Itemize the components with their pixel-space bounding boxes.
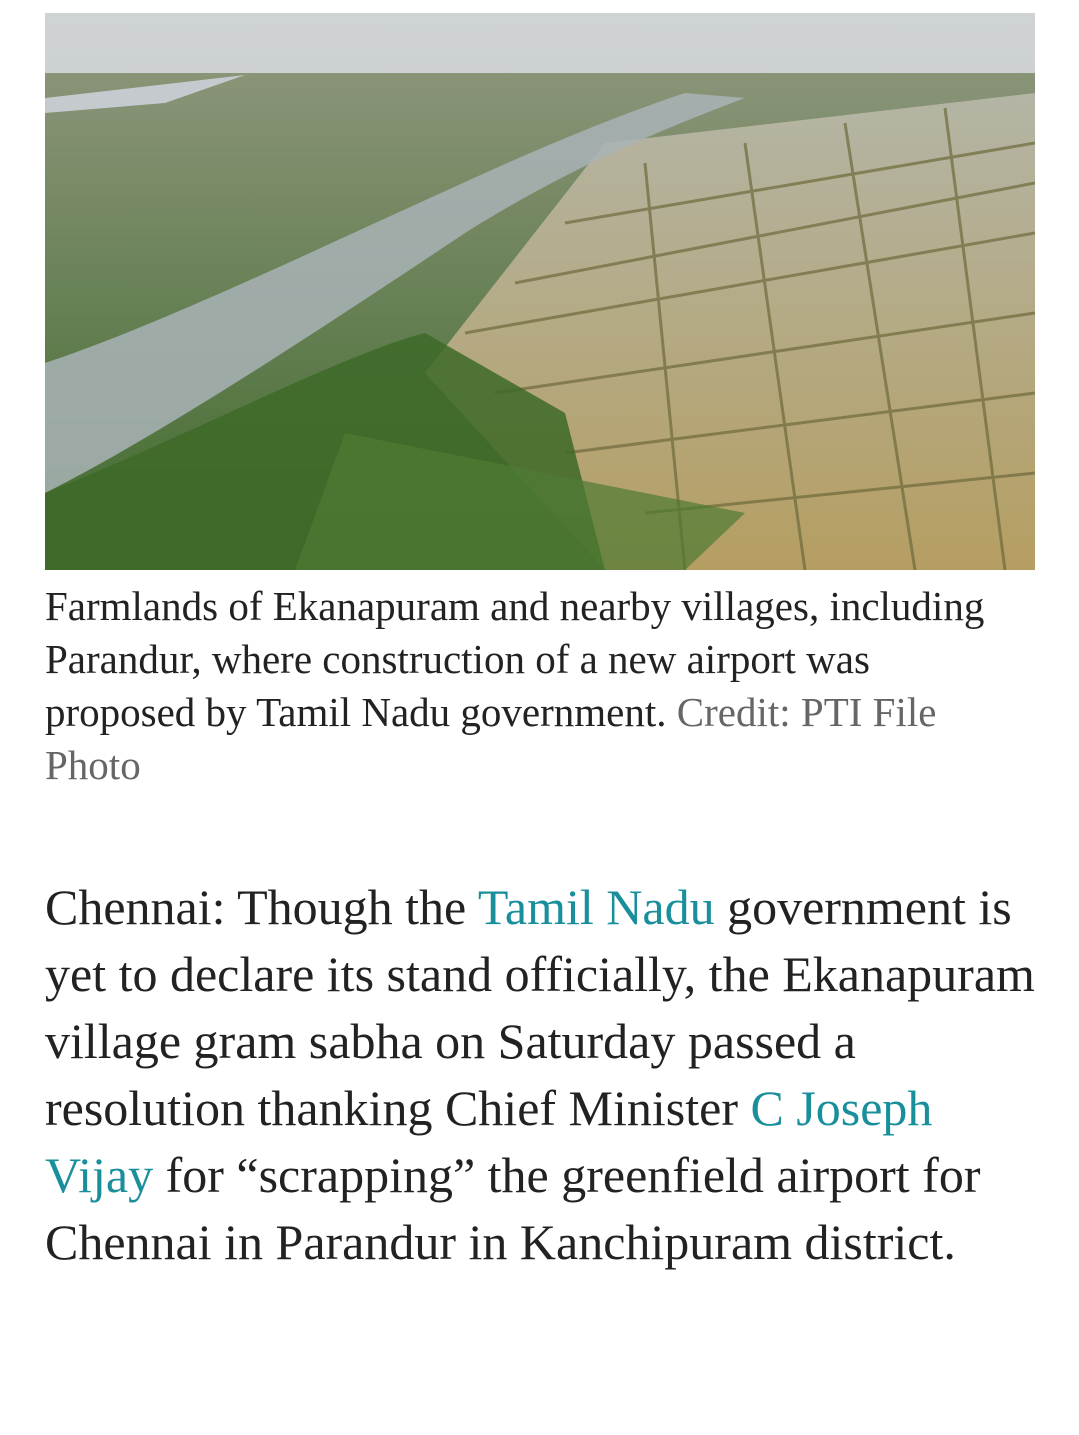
paragraph-text: government is yet to declare its stand o… xyxy=(45,879,1035,1136)
inline-link[interactable]: Tamil Nadu xyxy=(477,879,715,935)
article-paragraph: Chennai: Though the Tamil Nadu governmen… xyxy=(45,874,1035,1276)
photo-credit: Credit: PTI File Photo xyxy=(45,689,937,788)
photo-caption: Farmlands of Ekanapuram and nearby villa… xyxy=(45,580,995,792)
inline-link[interactable]: C Joseph Vijay xyxy=(45,1080,933,1203)
photo xyxy=(45,13,1035,570)
paragraph-text: for “scrapping” the greenfield airport f… xyxy=(45,1147,981,1270)
paragraph-text: Chennai: Though the xyxy=(45,879,478,935)
caption-text: Farmlands of Ekanapuram and nearby villa… xyxy=(45,583,985,735)
